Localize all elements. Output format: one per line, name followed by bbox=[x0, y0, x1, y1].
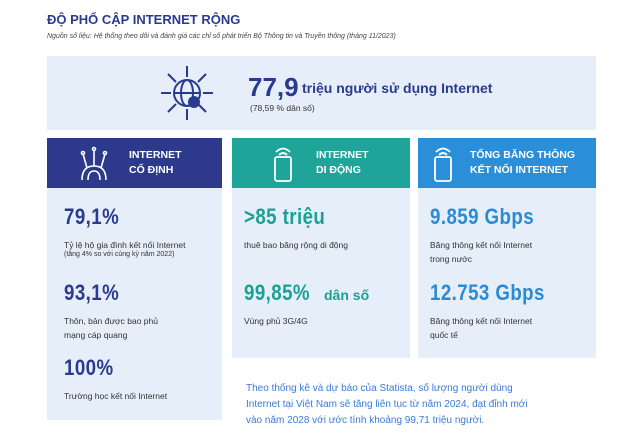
stat-caption: Thôn, bản được bao phủ bbox=[64, 316, 158, 326]
stat-value: 100% bbox=[64, 355, 114, 380]
globe-icon bbox=[161, 66, 213, 120]
column-title: INTERNET bbox=[316, 149, 369, 161]
stat-caption: thuê bao băng rộng di động bbox=[244, 240, 348, 250]
column-body bbox=[47, 188, 222, 420]
source: Nguồn số liệu: Hệ thống theo dõi và đánh… bbox=[47, 33, 396, 40]
highlight-text: triệu người sử dụng Internet bbox=[302, 80, 493, 96]
footnote: Theo thống kê và dự báo của Statista, số… bbox=[246, 381, 528, 429]
stat-value: 93,1% bbox=[64, 280, 120, 305]
column-body bbox=[418, 188, 596, 358]
title: ĐỘ PHỔ CẬP INTERNET RỘNG bbox=[47, 12, 241, 27]
stat-caption: Trường học kết nối Internet bbox=[64, 391, 168, 401]
stat-caption: Vùng phủ 3G/4G bbox=[244, 316, 308, 326]
column-body bbox=[232, 188, 410, 358]
highlight-value: 77,9 bbox=[248, 72, 299, 102]
stat-caption: Băng thông kết nối Internet bbox=[430, 316, 533, 326]
stat-value: 79,1% bbox=[64, 204, 120, 229]
highlight-box bbox=[47, 56, 596, 130]
stat-value: 99,85% bbox=[244, 280, 310, 305]
column-header: INTERNET DI ĐỘNG bbox=[232, 138, 410, 188]
stat-caption: mạng cáp quang bbox=[64, 330, 128, 340]
stat-value: 9.859 Gbps bbox=[430, 204, 535, 229]
phone-icon bbox=[434, 147, 452, 182]
column-header: TỔNG BĂNG THÔNG KẾT NỐI INTERNET bbox=[418, 138, 596, 188]
column-title: TỔNG BĂNG THÔNG bbox=[470, 149, 575, 161]
stat-caption: Băng thông kết nối Internet bbox=[430, 240, 533, 250]
column-title: CỐ ĐỊNH bbox=[129, 164, 174, 176]
stat-unit: dân số bbox=[324, 287, 370, 303]
footnote-line: Internet tại Việt Nam sẽ tăng liên tục t… bbox=[246, 399, 528, 410]
column-title: DI ĐỘNG bbox=[316, 164, 361, 176]
stat-caption: quốc tế bbox=[430, 330, 458, 340]
stat-value: >85 triệu bbox=[244, 204, 326, 229]
highlight-note: (78,59 % dân số) bbox=[250, 103, 315, 113]
stat-caption: trong nước bbox=[430, 254, 472, 264]
column-title: INTERNET bbox=[129, 149, 182, 161]
column-header: INTERNET CỐ ĐỊNH bbox=[47, 138, 222, 188]
stat-value: 12.753 Gbps bbox=[430, 280, 545, 305]
footnote-line: vào năm 2028 với ước tính khoảng 99,71 t… bbox=[246, 415, 485, 426]
stat-caption: Tỷ lệ hộ gia đình kết nối Internet bbox=[64, 240, 186, 250]
stat-caption: (tăng 4% so với cùng kỳ năm 2022) bbox=[64, 251, 175, 258]
fiber-icon bbox=[80, 146, 108, 181]
column-title: KẾT NỐI INTERNET bbox=[470, 164, 569, 176]
phone-icon bbox=[274, 147, 292, 182]
footnote-line: Theo thống kê và dự báo của Statista, số… bbox=[246, 383, 513, 394]
